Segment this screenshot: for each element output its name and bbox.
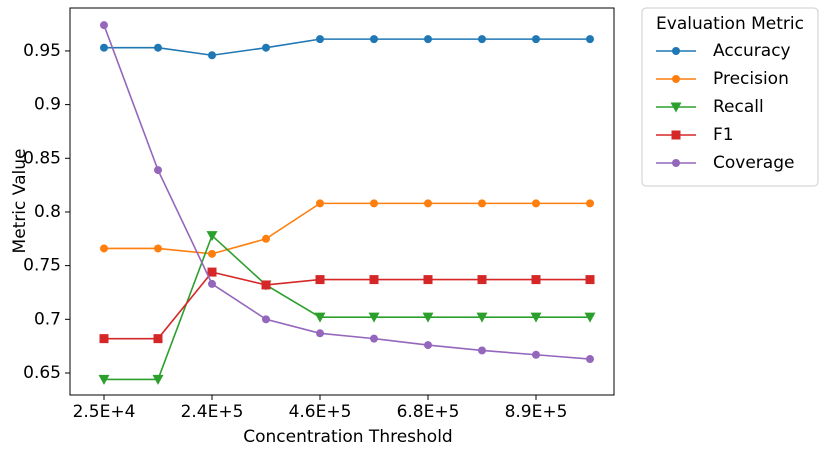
marker [478, 199, 486, 208]
marker [586, 199, 594, 208]
y-tick-label: 0.95 [23, 41, 61, 61]
marker [100, 244, 108, 253]
y-axis-label: Metric Value [10, 149, 30, 254]
marker [154, 166, 162, 175]
marker [670, 102, 682, 113]
x-tick-label: 2.5E+4 [73, 402, 136, 422]
marker [316, 199, 324, 208]
marker [530, 312, 542, 323]
marker [153, 334, 163, 344]
marker [208, 51, 216, 60]
marker [98, 374, 110, 385]
marker [478, 35, 486, 44]
marker [532, 350, 540, 359]
marker [532, 35, 540, 44]
marker [316, 35, 324, 44]
marker [262, 315, 270, 324]
marker [316, 329, 324, 338]
marker [424, 341, 432, 350]
marker [424, 199, 432, 208]
marker [369, 275, 379, 285]
series-line [104, 202, 590, 255]
marker [99, 334, 109, 344]
marker [422, 312, 434, 323]
marker [532, 199, 540, 208]
legend-label: Accuracy [713, 41, 791, 61]
y-tick-label: 0.85 [23, 148, 61, 168]
marker [208, 249, 216, 258]
marker [206, 231, 218, 242]
marker [100, 21, 108, 30]
marker [208, 279, 216, 288]
series-line [104, 234, 590, 381]
x-tick-label: 2.4E+5 [181, 402, 244, 422]
y-tick-label: 0.7 [34, 309, 61, 329]
plot-frame [69, 7, 615, 396]
series-line [104, 271, 590, 340]
marker [100, 43, 108, 52]
series-line [104, 38, 590, 57]
marker [207, 267, 217, 277]
marker [477, 275, 487, 285]
legend-label: Precision [713, 69, 789, 89]
marker [478, 346, 486, 355]
series-line [103, 24, 591, 360]
marker [262, 234, 270, 243]
y-tick-label: 0.75 [23, 256, 61, 276]
marker [315, 275, 325, 285]
x-tick-label: 6.8E+5 [397, 402, 460, 422]
legend-label: Coverage [713, 153, 794, 173]
marker [672, 47, 680, 55]
marker [423, 275, 433, 285]
y-tick-label: 0.65 [23, 363, 61, 383]
marker [584, 312, 596, 323]
legend-box [641, 7, 819, 187]
marker [586, 35, 594, 44]
marker [671, 130, 681, 140]
marker [476, 312, 488, 323]
marker [672, 159, 680, 167]
marker [154, 43, 162, 52]
marker [370, 35, 378, 44]
legend-label: Recall [713, 97, 764, 117]
legend-title: Evaluation Metric [656, 14, 804, 34]
marker [672, 75, 680, 83]
marker [261, 280, 271, 290]
marker [154, 244, 162, 253]
legend-label: F1 [713, 125, 734, 145]
marker [368, 312, 380, 323]
marker [585, 275, 595, 285]
marker [424, 35, 432, 44]
x-tick-label: 8.9E+5 [505, 402, 568, 422]
x-axis-label: Concentration Threshold [243, 427, 452, 447]
marker [370, 199, 378, 208]
marker [262, 43, 270, 52]
marker [370, 334, 378, 343]
y-tick-label: 0.9 [34, 95, 61, 115]
marker [531, 275, 541, 285]
x-tick-label: 4.6E+5 [289, 402, 352, 422]
marker [586, 355, 594, 364]
marker [314, 312, 326, 323]
y-tick-label: 0.8 [34, 202, 61, 222]
marker [152, 374, 164, 385]
